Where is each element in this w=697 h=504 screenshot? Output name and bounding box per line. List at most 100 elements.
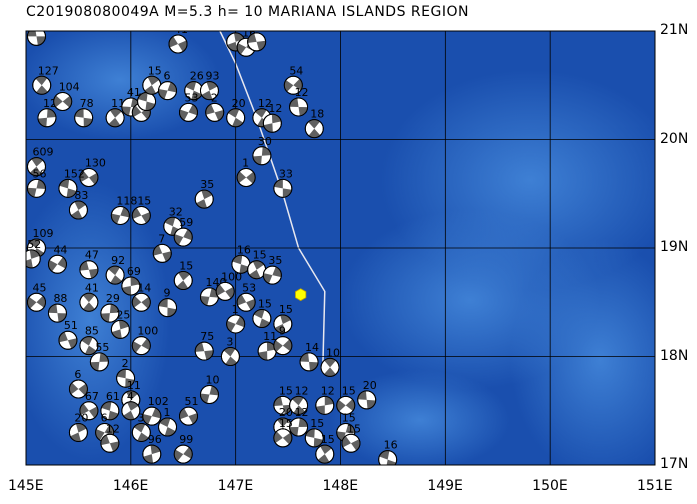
focal-mechanism-beachball — [158, 298, 178, 318]
depth-label: 109 — [32, 227, 53, 240]
latitude-tick-label: 18N — [660, 347, 689, 364]
focal-mechanism-beachball — [68, 422, 88, 442]
depth-label: 15 — [279, 384, 293, 397]
depth-label: 9 — [279, 325, 286, 338]
depth-label: 53 — [184, 91, 198, 104]
focal-mechanism-beachball — [158, 417, 178, 437]
depth-label: 15 — [347, 422, 361, 435]
depth-label: 10 — [205, 373, 219, 386]
depth-label: 30 — [258, 135, 272, 148]
depth-label: 20 — [232, 97, 246, 110]
longitude-tick-label: 146E — [112, 478, 149, 494]
focal-mechanism-beachball — [236, 292, 256, 312]
depth-label: 41 — [127, 86, 141, 99]
depth-label: 20 — [279, 406, 293, 419]
map-frame — [25, 30, 656, 466]
depth-label: 35 — [200, 178, 214, 191]
depth-label: 67 — [85, 390, 99, 403]
depth-label: 12 — [295, 384, 309, 397]
focal-mechanism-beachball — [199, 384, 219, 404]
focal-mechanism-beachball — [378, 450, 398, 465]
latitude-tick-label: 17N — [660, 456, 689, 472]
focal-mechanism-beachball — [320, 357, 340, 377]
depth-label: 9 — [164, 287, 171, 300]
focal-mechanism-beachball — [79, 292, 99, 312]
depth-label: 99 — [179, 433, 193, 446]
focal-mechanism-beachball — [79, 260, 99, 280]
focal-mechanism-beachball — [110, 319, 130, 339]
focal-mechanism-beachball — [273, 428, 293, 448]
epicenter-marker — [295, 288, 307, 302]
depth-label: 61 — [106, 390, 120, 403]
focal-mechanism-beachball — [32, 75, 52, 95]
depth-label: 100 — [221, 270, 242, 283]
depth-label: 83 — [74, 189, 88, 202]
depth-label: 14 — [305, 341, 319, 354]
focal-mechanism-beachball — [168, 34, 188, 54]
depth-label: 102 — [148, 395, 169, 408]
focal-mechanism-beachball — [341, 433, 361, 453]
depth-label: 88 — [53, 292, 67, 305]
depth-label: 52 — [27, 238, 41, 251]
focal-mechanism-beachball — [173, 227, 193, 247]
focal-mechanism-beachball — [152, 243, 172, 263]
focal-mechanism-beachball — [199, 81, 219, 101]
focal-mechanism-beachball — [178, 406, 198, 426]
depth-label: 47 — [85, 249, 99, 262]
depth-label: 44 — [53, 243, 67, 256]
focal-mechanism-beachball — [289, 417, 309, 437]
depth-label: 51 — [184, 395, 198, 408]
focal-mechanism-beachball — [142, 406, 162, 426]
focal-mechanism-beachball — [336, 395, 356, 415]
focal-mechanism-beachball — [226, 314, 246, 334]
map-plot-area: 2212712104781141125156412693532204163121… — [26, 21, 655, 465]
depth-label: 10 — [326, 346, 340, 359]
depth-label: 92 — [111, 254, 125, 267]
depth-label: 4 — [232, 21, 239, 34]
depth-label: 6 — [74, 368, 81, 381]
focal-mechanism-beachball — [194, 341, 214, 361]
depth-label: 69 — [127, 265, 141, 278]
depth-label: 4 — [127, 390, 134, 403]
depth-label: 118 — [116, 194, 137, 207]
depth-label: 15 — [342, 411, 356, 424]
latitude-tick-label: 20N — [660, 130, 689, 147]
map-title: C201908080049A M=5.3 h= 10 MARIANA ISLAN… — [26, 4, 469, 20]
depth-label: 15 — [279, 417, 293, 430]
focal-mechanism-beachball — [357, 390, 377, 410]
focal-mechanism-beachball — [231, 254, 251, 274]
depth-label: 3 — [253, 21, 260, 34]
depth-label: 12 — [106, 422, 120, 435]
longitude-tick-label: 149E — [427, 478, 463, 494]
depth-label: 41 — [174, 23, 188, 36]
focal-mechanism-beachball — [226, 108, 246, 128]
depth-label: 78 — [80, 97, 94, 110]
focal-mechanism-beachball — [131, 205, 151, 225]
focal-mechanism-beachball — [299, 352, 319, 372]
depth-label: 85 — [85, 325, 99, 338]
depth-label: 20 — [363, 379, 377, 392]
depth-label: 12 — [295, 406, 309, 419]
depth-label: 14 — [137, 281, 151, 294]
depth-label: 3 — [226, 336, 233, 349]
focal-mechanism-beachball — [131, 336, 151, 356]
longitude-tick-label: 151E — [637, 478, 673, 494]
focal-mechanism-beachball — [121, 401, 141, 421]
focal-mechanism-beachball — [273, 336, 293, 356]
focal-mechanism-beachball — [68, 200, 88, 220]
focal-mechanism-beachball — [205, 102, 225, 122]
depth-label: 7 — [158, 232, 165, 245]
focal-mechanism-beachball — [100, 401, 120, 421]
focal-mechanism-beachball — [315, 444, 335, 464]
bathymetry-shallow-areas — [26, 31, 655, 465]
depth-label: 32 — [169, 205, 183, 218]
focal-mechanism-beachball — [131, 292, 151, 312]
focal-mechanism-beachball — [26, 178, 46, 198]
focal-mechanism-beachball — [116, 368, 136, 388]
depth-label: 53 — [242, 281, 256, 294]
depth-label: 35 — [268, 254, 282, 267]
longitude-tick-label: 150E — [532, 478, 568, 494]
focal-mechanism-beachball — [173, 444, 193, 464]
depth-label: 20 — [74, 411, 88, 424]
depth-label: 41 — [85, 281, 99, 294]
